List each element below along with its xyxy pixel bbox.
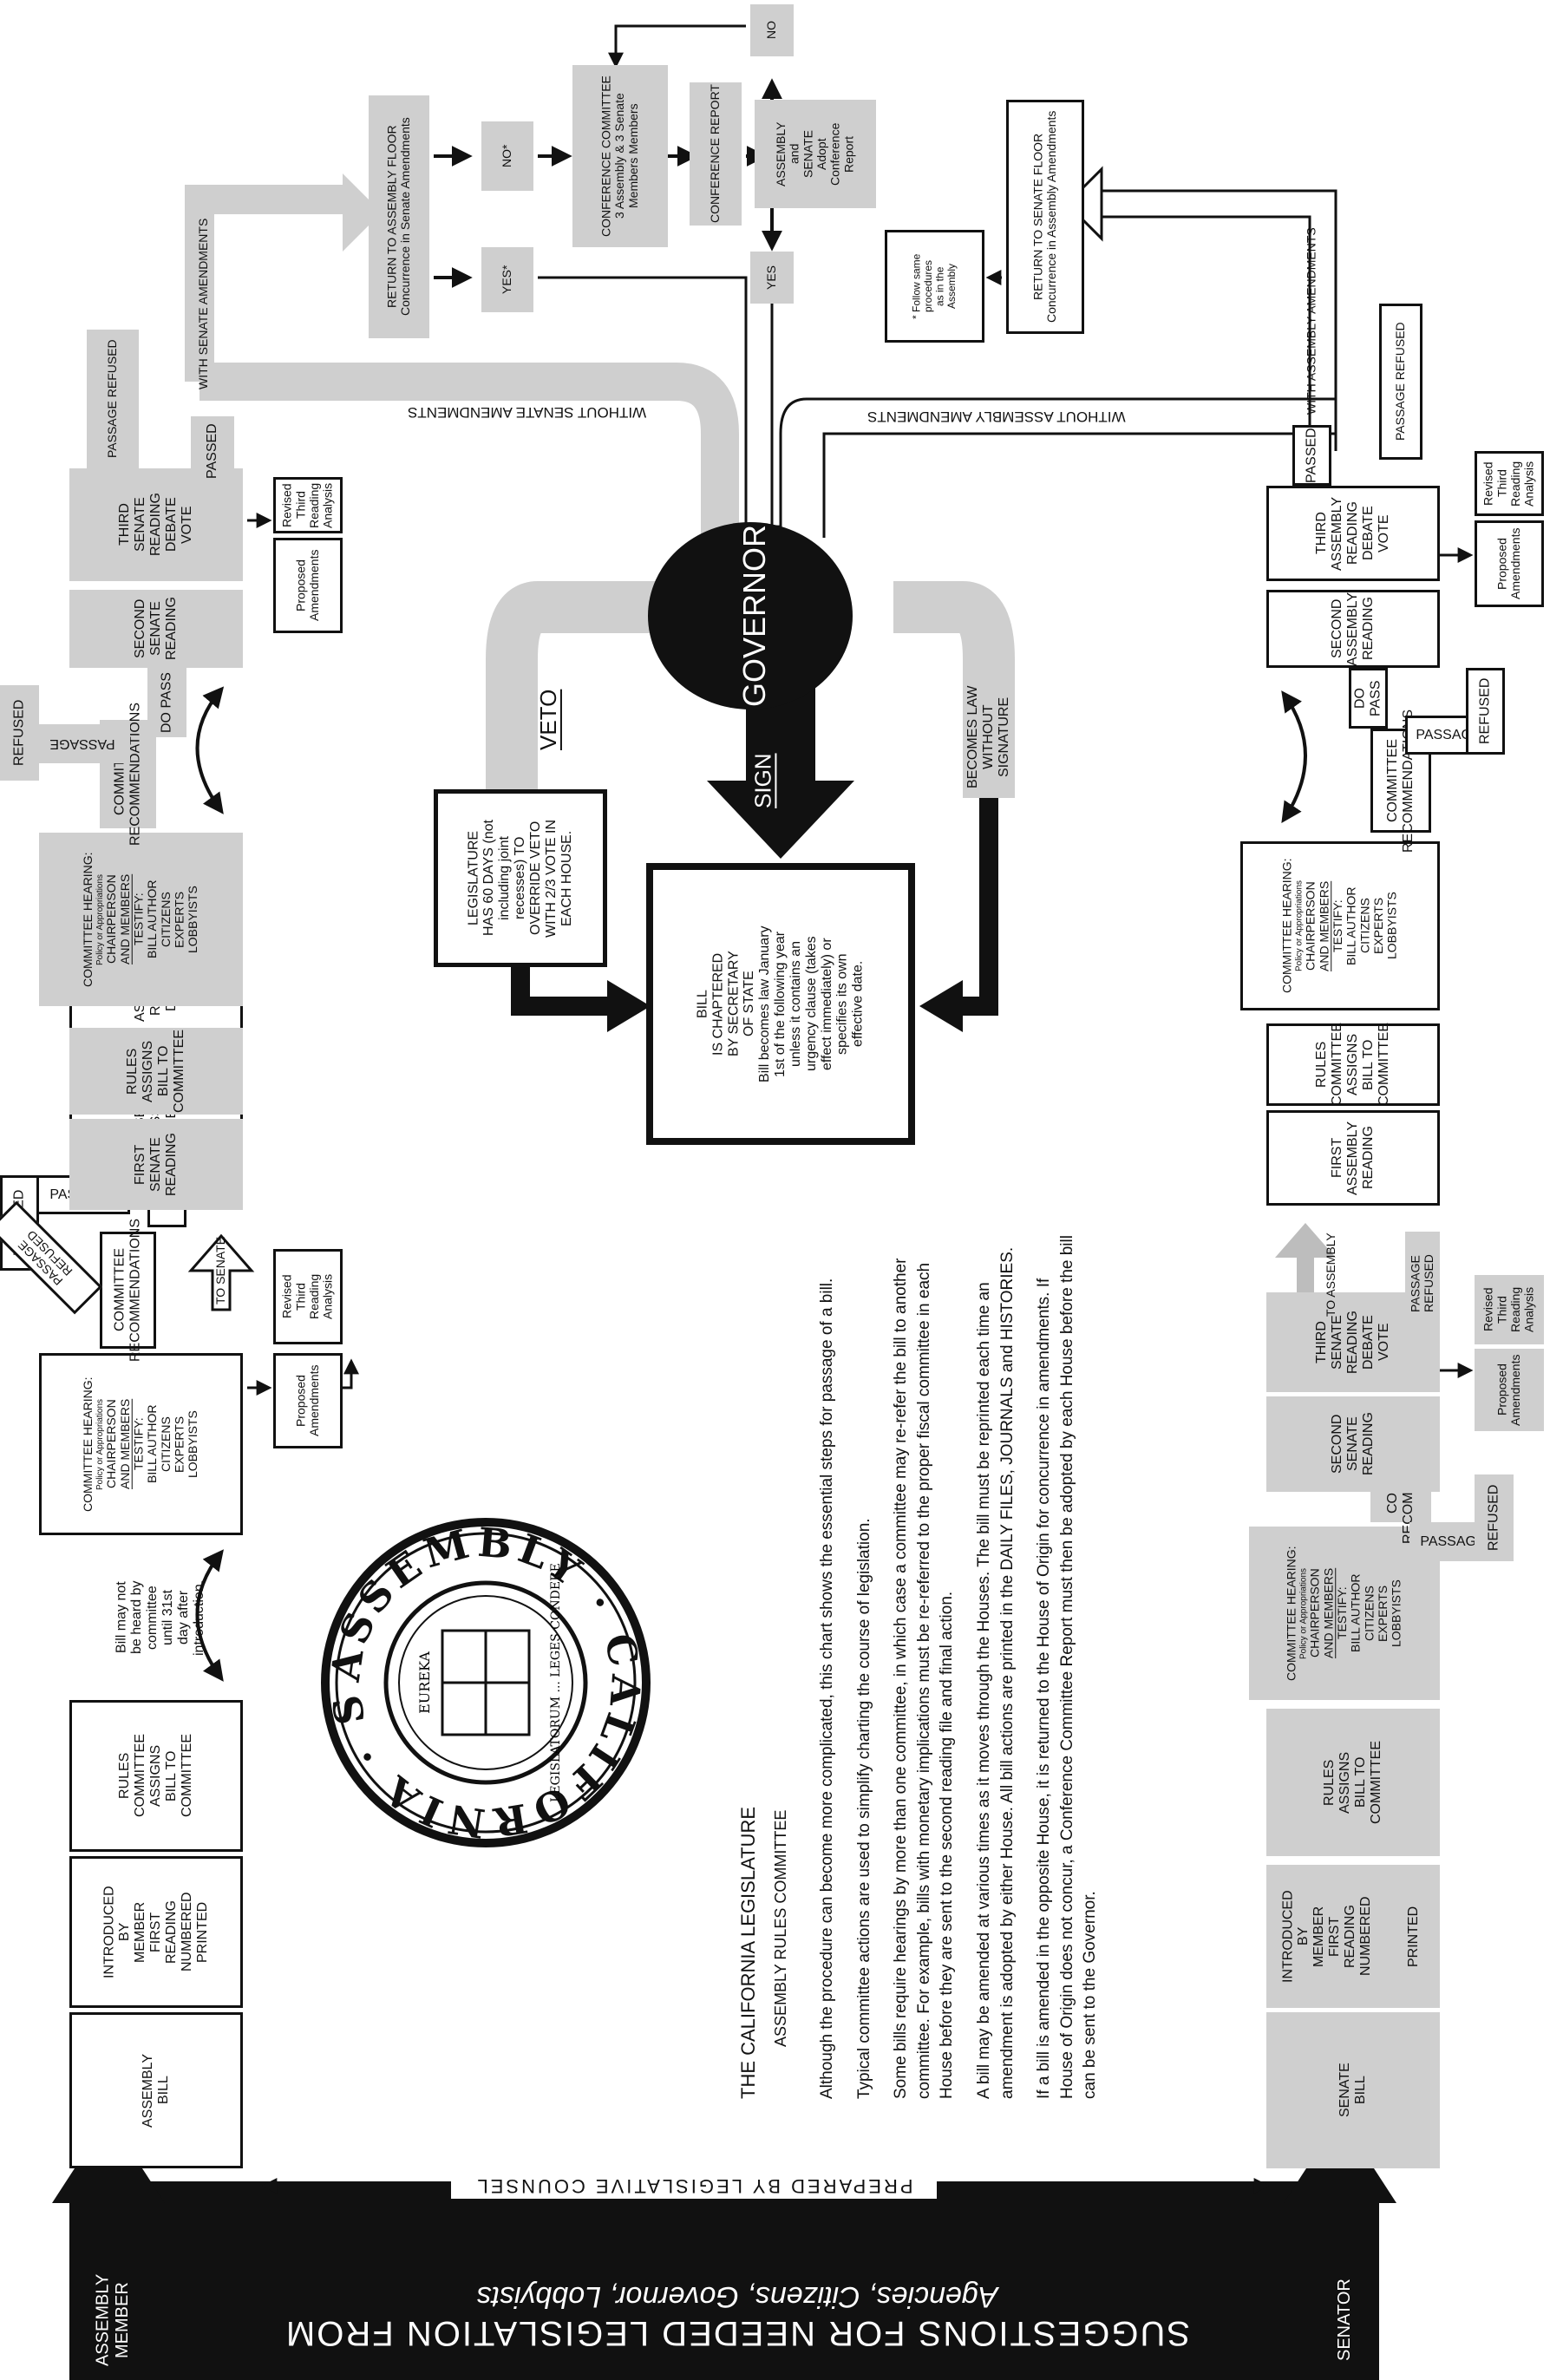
senate-refused: REFUSED [0, 685, 39, 781]
senate-proposed-bottom: Proposed Amendments [1475, 1349, 1544, 1431]
assembly-recommendations-box: COMMITTEE RECOMMENDATIONS [100, 1219, 156, 1362]
senate-do-pass: DO PASS [147, 668, 186, 737]
senate-rules-bottom: RULES ASSIGNS BILL TO COMMITTEE [1266, 1709, 1440, 1856]
senate-rules-box: RULES ASSIGNS BILL TO COMMITTEE [69, 1028, 243, 1115]
senate-bill-box: SENATE BILL [1266, 2012, 1440, 2168]
concurrence-no: NO* [481, 121, 533, 191]
without-senate-amendments-flow [199, 363, 739, 538]
senate-first-reading: FIRST SENATE READING [69, 1119, 243, 1210]
return-senate-floor: RETURN TO SENATE FLOOR Concurrence in Ass… [1006, 100, 1084, 334]
chaptered-box: BILL IS CHAPTERED BY SECRETARY OF STATE Bill… [646, 863, 915, 1145]
senator-label: SENATOR [1334, 2279, 1354, 2362]
intro-title: THE CALIFORNIA LEGISLATURE [737, 1806, 759, 2099]
intro-para-5: If a bill is amended in the opposite Hou… [1035, 1235, 1100, 2099]
governor-label: GOVERNOR [736, 524, 772, 708]
conference-committee: CONFERENCE COMMITTEE 3 Assembly & 3 Senat… [572, 65, 668, 247]
assembly-rules-right: RULES COMMITTEE ASSIGNS BILL TO COMMITTEE [1266, 1023, 1440, 1107]
senate-passage-refused-bottom: PASSAGE REFUSED [1405, 1232, 1440, 1336]
senate-without-amendments: WITHOUT SENATE AMENDMENTS [408, 404, 647, 421]
assembly-revised-right: Revised Third Reading Analysis [1475, 451, 1544, 516]
return-assembly-floor: RETURN TO ASSEMBLY FLOOR Concurrence in S… [369, 95, 429, 338]
override-box: LEGISLATURE HAS 60 DAYS (not including joi… [434, 789, 607, 967]
assembly-do-pass-right: DO PASS [1349, 668, 1388, 729]
intro-para-2: Typical committee actions are used to si… [854, 1518, 873, 2099]
assembly-refused-right: REFUSED [1466, 668, 1505, 755]
assembly-seal: ASSEMBLY · CALIFORNIA · STATE · LEGISLAT… [312, 1518, 651, 1856]
conference-report: CONFERENCE REPORT [690, 82, 742, 226]
assembly-introduced-box: INTRODUCED BY MEMBER FIRST READING NUMBERED PR… [69, 1856, 243, 2008]
adopt-report: ASSEMBLY and SENATE Adopt Conference Report [755, 100, 876, 208]
senate-introduced-box: INTRODUCED BY MEMBER FIRST READING NUMBERED [1266, 1865, 1388, 2008]
assembly-without-amendments: WITHOUT ASSEMBLY AMENDMENTS [867, 409, 1126, 425]
counsel-label: PREPARED BY LEGISLATIVE COUNSEL [451, 2173, 937, 2199]
senate-with-amendments: WITH SENATE AMENDMENTS [196, 218, 211, 389]
assembly-third-right: THIRD ASSEMBLY READING DEBATE VOTE [1266, 486, 1440, 581]
banner-body [69, 2255, 1379, 2380]
assembly-member-arrow [52, 2116, 165, 2255]
becomes-law-label: BECOMES LAW WITHOUT SIGNATURE [965, 685, 1011, 789]
intro-subtitle: ASSEMBLY RULES COMMITTEE [772, 1809, 789, 2047]
becomes-law-to-chapter [963, 798, 998, 1016]
concurrence-yes: YES* [481, 247, 533, 312]
banner-text: SUGGESTIONS FOR NEEDED LEGISLATION FROM … [260, 2255, 1214, 2377]
senate-second-box: SECOND SENATE READING [69, 590, 243, 668]
assembly-passed-right: PASSED [1292, 425, 1331, 486]
final-yes: YES [750, 252, 794, 304]
becomes-law-flow [893, 581, 1015, 798]
senate-revised-bottom: Revised Third Reading Analysis [1475, 1275, 1544, 1344]
assembly-proposed: Proposed Amendments [273, 1353, 343, 1448]
assembly-bill-box: ASSEMBLY BILL [69, 2012, 243, 2168]
sign-arrow [707, 685, 854, 859]
seal-motto: EUREKA [416, 1651, 433, 1714]
senator-arrow [1284, 2116, 1396, 2255]
without-assembly-amendments-flow [779, 397, 1337, 538]
banner-sub: Agencies, Citizens, Governor, Lobbyists [476, 2280, 998, 2313]
senate-refused-bottom: REFUSED [1475, 1474, 1514, 1561]
senate-passage: PASSAGE [35, 724, 130, 763]
assembly-rules-box: RULES COMMITTEE ASSIGNS BILL TO COMMITTEE [69, 1700, 243, 1852]
veto-label: VETO [534, 689, 561, 751]
assembly-with-amendments: WITH ASSEMBLY AMENDMENTS [1304, 227, 1318, 415]
to-senate-arrow [187, 1233, 255, 1311]
senate-second-bottom: SECOND SENATE READING [1266, 1396, 1440, 1492]
final-no: NO [750, 4, 794, 56]
footnote-box: * Follow same procedures as in the Assembly [885, 230, 984, 343]
assembly-passage-refused-right: PASSAGE REFUSED [1379, 304, 1422, 460]
with-senate-amendments-flow [185, 185, 347, 382]
senate-printed: PRINTED [1388, 1865, 1440, 2008]
intro-para-3: Some bills require hearings by more than… [892, 1258, 957, 2099]
senate-passage-refused: PASSAGE REFUSED [87, 330, 139, 468]
veto-flow [486, 581, 668, 807]
assembly-to-senate: TO SENATE [213, 1236, 228, 1305]
senate-hearing-box: COMMITTEE HEARING: Policy or Appropriatio… [39, 833, 243, 1006]
senate-revised: Revised Third Reading Analysis [273, 477, 343, 533]
intro-para-4: A bill may be amended at various times a… [974, 1246, 1017, 2099]
senate-proposed: Proposed Amendments [273, 538, 343, 633]
banner-title: SUGGESTIONS FOR NEEDED LEGISLATION FROM [284, 2314, 1191, 2352]
suggestions-banner-shape [69, 2181, 1379, 2380]
assembly-first-right: FIRST ASSEMBLY READING [1266, 1110, 1440, 1206]
assembly-hearing-box: COMMITTEE HEARING: Policy or Appropriatio… [39, 1353, 243, 1535]
intro-para-1: Although the procedure can become more c… [818, 1278, 836, 2099]
assembly-revised: Revised Third Reading Analysis [273, 1249, 343, 1344]
senate-to-assembly: TO ASSEMBLY [1324, 1232, 1338, 1318]
seal-banner-text: LEGISLATORUM ... LEGES CONDERE [549, 1563, 563, 1802]
with-assembly-amendments-flow [1102, 215, 1311, 451]
assembly-wait-note: Bill may not be heard by committee until 31… [114, 1579, 206, 1656]
to-assembly-arrow [1275, 1223, 1336, 1301]
assembly-proposed-right: Proposed Amendments [1475, 520, 1544, 607]
governor-circle [648, 522, 853, 709]
sign-label: SIGN [749, 753, 776, 808]
assembly-member-label: ASSEMBLY MEMBER [93, 2273, 132, 2367]
assembly-hearing-right: COMMITTEE HEARING: Policy or Appropriatio… [1240, 841, 1440, 1010]
with-senate-amendments-head [343, 173, 382, 252]
senate-passed: PASSED [191, 416, 234, 486]
assembly-second-right: SECOND ASSEMBLY READING [1266, 590, 1440, 668]
